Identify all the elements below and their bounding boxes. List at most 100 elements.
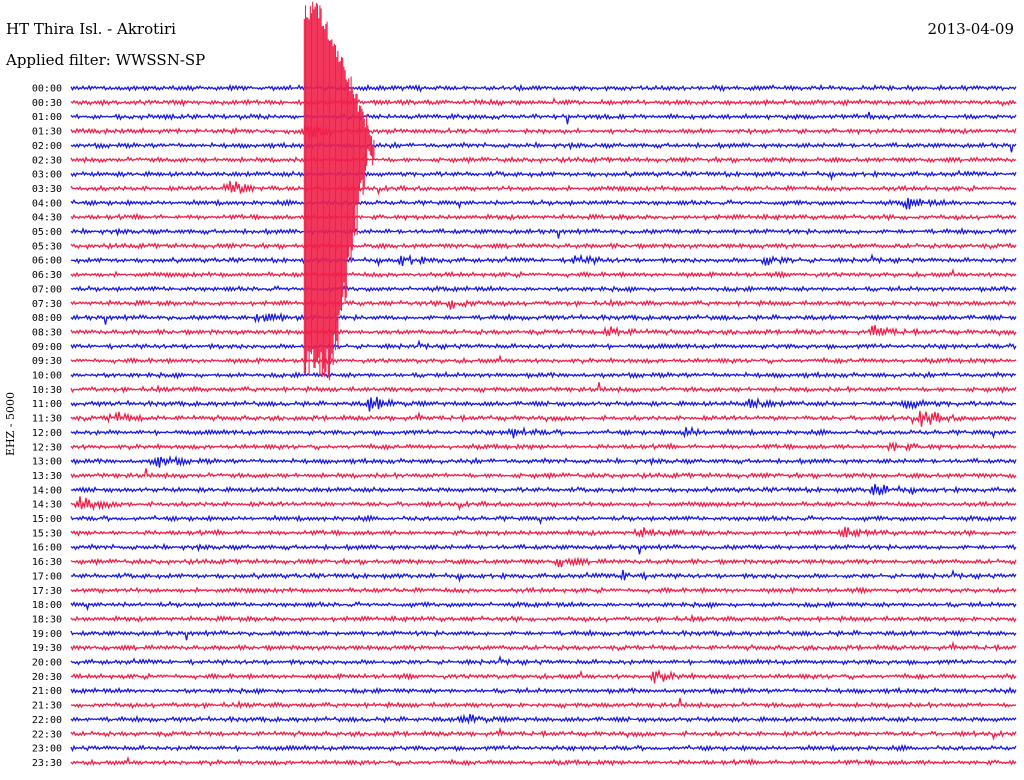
row-label: 06:00 bbox=[32, 256, 62, 267]
trace-row bbox=[70, 726, 1017, 741]
row-label: 01:00 bbox=[32, 112, 62, 123]
trace-row bbox=[70, 586, 1017, 595]
row-label: 09:00 bbox=[32, 342, 62, 353]
trace-row bbox=[70, 180, 1017, 196]
trace-row bbox=[70, 654, 1017, 667]
trace-row bbox=[70, 556, 1017, 568]
row-label: 07:30 bbox=[32, 299, 62, 310]
record-date: 2013-04-09 bbox=[927, 20, 1014, 38]
trace-row bbox=[70, 324, 1017, 338]
large-event-trace bbox=[303, 1, 375, 381]
row-label: 14:00 bbox=[32, 485, 62, 496]
trace-row bbox=[70, 267, 1017, 279]
trace-row bbox=[70, 169, 1017, 182]
row-label: 11:30 bbox=[32, 414, 62, 425]
row-label: 13:30 bbox=[32, 471, 62, 482]
trace-row bbox=[70, 96, 1017, 108]
trace-row bbox=[70, 396, 1016, 412]
trace-row bbox=[70, 410, 1017, 427]
trace-row bbox=[70, 125, 1017, 140]
row-label: 14:30 bbox=[32, 500, 62, 511]
trace-row bbox=[70, 425, 1017, 440]
trace-row bbox=[70, 755, 1017, 767]
trace-row bbox=[70, 542, 1017, 555]
trace-row bbox=[70, 111, 1017, 125]
row-label: 15:00 bbox=[32, 514, 62, 525]
trace-row bbox=[70, 496, 1017, 512]
trace-row bbox=[70, 339, 1017, 351]
row-label: 05:00 bbox=[32, 227, 62, 238]
trace-row bbox=[70, 600, 1017, 612]
row-label: 23:00 bbox=[32, 744, 62, 755]
row-label: 08:30 bbox=[32, 327, 62, 338]
row-label: 16:00 bbox=[32, 543, 62, 554]
trace-row bbox=[70, 155, 1017, 165]
trace-row bbox=[70, 226, 1017, 239]
trace-row bbox=[70, 354, 1017, 365]
row-label: 04:30 bbox=[32, 213, 62, 224]
large-event bbox=[303, 1, 375, 381]
row-label: 07:00 bbox=[32, 284, 62, 295]
trace-row bbox=[70, 697, 1017, 710]
trace-row bbox=[70, 483, 1017, 496]
row-label: 18:00 bbox=[32, 600, 62, 611]
row-label: 12:30 bbox=[32, 442, 62, 453]
row-label: 22:00 bbox=[32, 715, 62, 726]
trace-row bbox=[70, 140, 1017, 153]
row-label: 01:30 bbox=[32, 127, 62, 138]
trace-row bbox=[70, 514, 1017, 526]
row-label: 11:00 bbox=[32, 399, 62, 410]
row-label: 16:30 bbox=[32, 557, 62, 568]
trace-row bbox=[70, 297, 1017, 310]
trace-row bbox=[70, 686, 1017, 696]
trace-row bbox=[70, 370, 1017, 380]
row-label: 02:30 bbox=[32, 155, 62, 166]
row-label: 19:00 bbox=[32, 629, 62, 640]
row-labels: 00:00 00:30 01:00 01:30 02:00 02:30 03:00 03:30… bbox=[32, 84, 62, 769]
trace-row bbox=[70, 454, 1017, 468]
row-label: 10:30 bbox=[32, 385, 62, 396]
trace-row bbox=[70, 382, 1017, 394]
row-label: 05:30 bbox=[32, 241, 62, 252]
row-label: 13:00 bbox=[32, 457, 62, 468]
row-label: 20:00 bbox=[32, 658, 62, 669]
row-label: 15:30 bbox=[32, 528, 62, 539]
row-label: 04:00 bbox=[32, 198, 62, 209]
trace-row bbox=[70, 253, 1017, 268]
row-label: 21:30 bbox=[32, 701, 62, 712]
trace-row bbox=[70, 468, 1017, 480]
row-label: 19:30 bbox=[32, 643, 62, 654]
row-label: 08:00 bbox=[32, 313, 62, 324]
row-label: 06:30 bbox=[32, 270, 62, 281]
row-label: 03:00 bbox=[32, 170, 62, 181]
row-label: 03:30 bbox=[32, 184, 62, 195]
row-label: 09:30 bbox=[32, 356, 62, 367]
trace-row bbox=[70, 668, 1017, 684]
trace-row bbox=[70, 197, 1017, 210]
row-label: 17:00 bbox=[32, 571, 62, 582]
row-label: 00:30 bbox=[32, 98, 62, 109]
traces bbox=[70, 83, 1017, 767]
trace-row bbox=[70, 440, 1017, 452]
trace-row bbox=[70, 613, 1017, 624]
row-label: 22:30 bbox=[32, 729, 62, 740]
trace-row bbox=[70, 628, 1017, 641]
station-title: HT Thira Isl. - Akrotiri bbox=[6, 20, 176, 38]
row-label: 10:00 bbox=[32, 371, 62, 382]
row-label: 12:00 bbox=[32, 428, 62, 439]
trace-row bbox=[70, 568, 1017, 583]
row-label: 23:30 bbox=[32, 758, 62, 769]
trace-row bbox=[70, 640, 1017, 653]
row-label: 21:00 bbox=[32, 686, 62, 697]
row-label: 20:30 bbox=[32, 672, 62, 683]
row-label: 17:30 bbox=[32, 586, 62, 597]
trace-row bbox=[70, 241, 1017, 250]
row-label: 02:00 bbox=[32, 141, 62, 152]
trace-row bbox=[70, 526, 1017, 539]
trace-row bbox=[70, 311, 1017, 325]
trace-row bbox=[70, 713, 1017, 725]
trace-row bbox=[70, 212, 1017, 222]
trace-row bbox=[70, 743, 1017, 753]
filter-label: Applied filter: WWSSN-SP bbox=[6, 51, 206, 69]
